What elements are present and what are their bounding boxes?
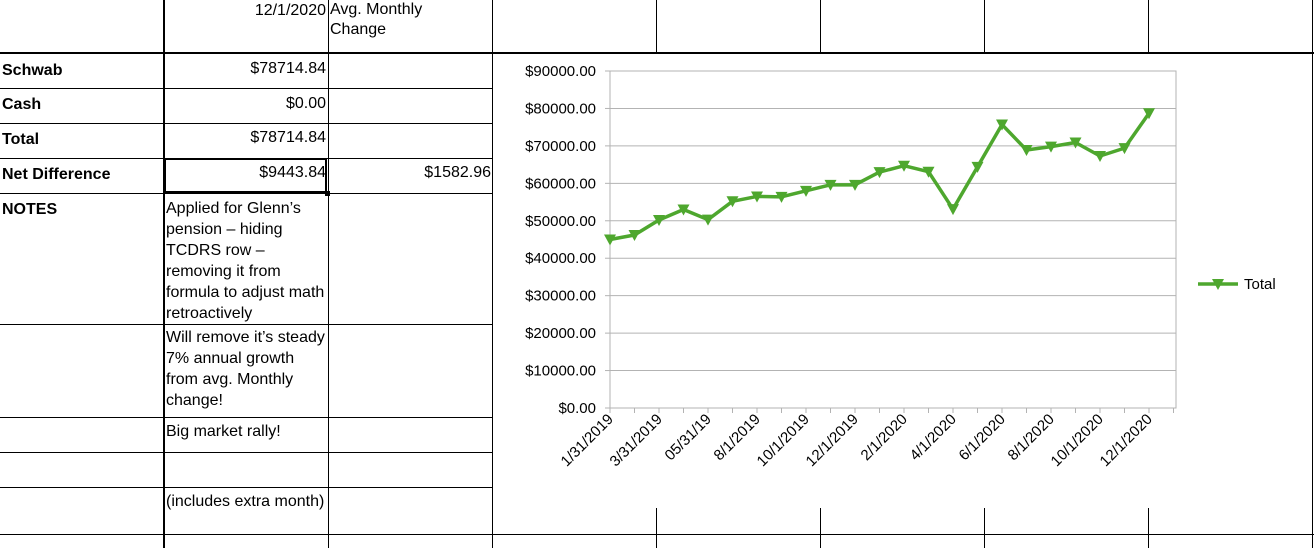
data-point xyxy=(873,167,886,179)
x-tick-label: 6/1/2020 xyxy=(956,411,1009,464)
y-tick-label: $40000.00 xyxy=(525,250,596,267)
data-point xyxy=(1118,143,1131,155)
header-date: 12/1/2020 xyxy=(254,2,326,19)
data-point xyxy=(677,204,690,216)
grid-vline xyxy=(1148,508,1149,548)
grid-vline xyxy=(820,508,821,548)
legend-label: Total xyxy=(1244,276,1276,293)
y-tick-label: $30000.00 xyxy=(525,288,596,305)
x-tick-label: 10/1/2019 xyxy=(754,411,813,470)
x-tick-label: 12/1/2019 xyxy=(803,411,862,470)
selected-cell[interactable] xyxy=(164,158,327,193)
y-tick-label: $20000.00 xyxy=(525,325,596,342)
y-tick-label: $0.00 xyxy=(558,400,596,417)
data-point xyxy=(751,191,763,203)
grid-vline xyxy=(1148,0,1149,52)
grid-vline xyxy=(656,508,657,548)
grid-hline xyxy=(0,417,492,418)
y-tick-label: $60000.00 xyxy=(525,175,596,192)
row-label-total: Total xyxy=(2,131,40,148)
data-point xyxy=(849,179,861,191)
x-tick-label: 4/1/2020 xyxy=(907,411,960,464)
data-point xyxy=(1045,141,1057,153)
row-value-cash: $0.00 xyxy=(285,95,326,112)
grid-vline xyxy=(656,0,657,52)
data-point xyxy=(1143,108,1155,120)
data-point xyxy=(947,204,959,216)
data-point xyxy=(922,166,935,178)
x-tick-label: 1/31/2019 xyxy=(558,411,617,470)
data-point xyxy=(1094,150,1106,162)
y-tick-label: $80000.00 xyxy=(525,100,596,117)
x-tick-label: 2/1/2020 xyxy=(858,411,911,464)
data-point xyxy=(824,179,837,191)
data-point xyxy=(628,230,641,242)
note-remove-growth: Will remove it’s steady 7% annual growth… xyxy=(166,329,325,409)
plot-area xyxy=(609,70,1177,409)
data-point xyxy=(1020,145,1033,157)
data-point xyxy=(898,160,910,172)
note-pension: Applied for Glenn’s pension – hiding TCD… xyxy=(166,200,325,322)
grid-hline xyxy=(0,452,492,453)
note-extra-month: (includes extra month) xyxy=(166,493,325,510)
data-point xyxy=(702,214,714,226)
grid-hline xyxy=(0,123,492,124)
grid-hline xyxy=(0,324,492,325)
x-tick-label: 3/31/2019 xyxy=(607,411,666,470)
y-tick-label: $70000.00 xyxy=(525,138,596,155)
notes-label: NOTES xyxy=(2,201,58,218)
y-tick-label: $50000.00 xyxy=(525,213,596,230)
grid-vline-frozen xyxy=(163,0,165,548)
data-point xyxy=(800,185,812,197)
data-point xyxy=(726,196,739,208)
grid-hline xyxy=(0,193,492,194)
grid-hline xyxy=(0,88,492,89)
grid-vline xyxy=(984,508,985,548)
grid-vline xyxy=(820,0,821,52)
y-tick-label: $90000.00 xyxy=(525,63,596,80)
row-value-total: $78714.84 xyxy=(250,129,326,146)
data-point xyxy=(604,234,616,246)
x-tick-label: 05/31/19 xyxy=(662,411,715,464)
grid-hline xyxy=(0,487,492,488)
data-point xyxy=(653,215,665,227)
row-label-cash: Cash xyxy=(2,96,42,113)
data-point xyxy=(971,161,984,173)
data-point xyxy=(775,191,788,203)
row-avg-monthly-change: $1582.96 xyxy=(424,164,491,181)
grid-vline xyxy=(1312,0,1313,548)
grid-vline xyxy=(328,0,329,548)
data-point xyxy=(1069,137,1082,149)
fill-handle[interactable] xyxy=(325,191,330,196)
y-tick-label: $10000.00 xyxy=(525,363,596,380)
data-point xyxy=(996,119,1008,131)
note-market-rally: Big market rally! xyxy=(166,423,281,440)
grid-hline-header xyxy=(0,52,1314,54)
x-tick-label: 12/1/2020 xyxy=(1097,411,1156,470)
grid-hline xyxy=(0,534,1314,535)
row-label-net-difference: Net Difference xyxy=(2,166,111,183)
row-value-net-difference: $9443.84 xyxy=(259,164,326,181)
legend-marker xyxy=(1212,279,1224,290)
row-label-schwab: Schwab xyxy=(2,62,63,79)
header-avg-change: Avg. Monthly Change xyxy=(330,1,423,38)
grid-vline xyxy=(492,0,493,548)
row-value-schwab: $78714.84 xyxy=(250,60,326,77)
x-tick-label: 10/1/2020 xyxy=(1048,411,1107,470)
grid-vline xyxy=(984,0,985,52)
